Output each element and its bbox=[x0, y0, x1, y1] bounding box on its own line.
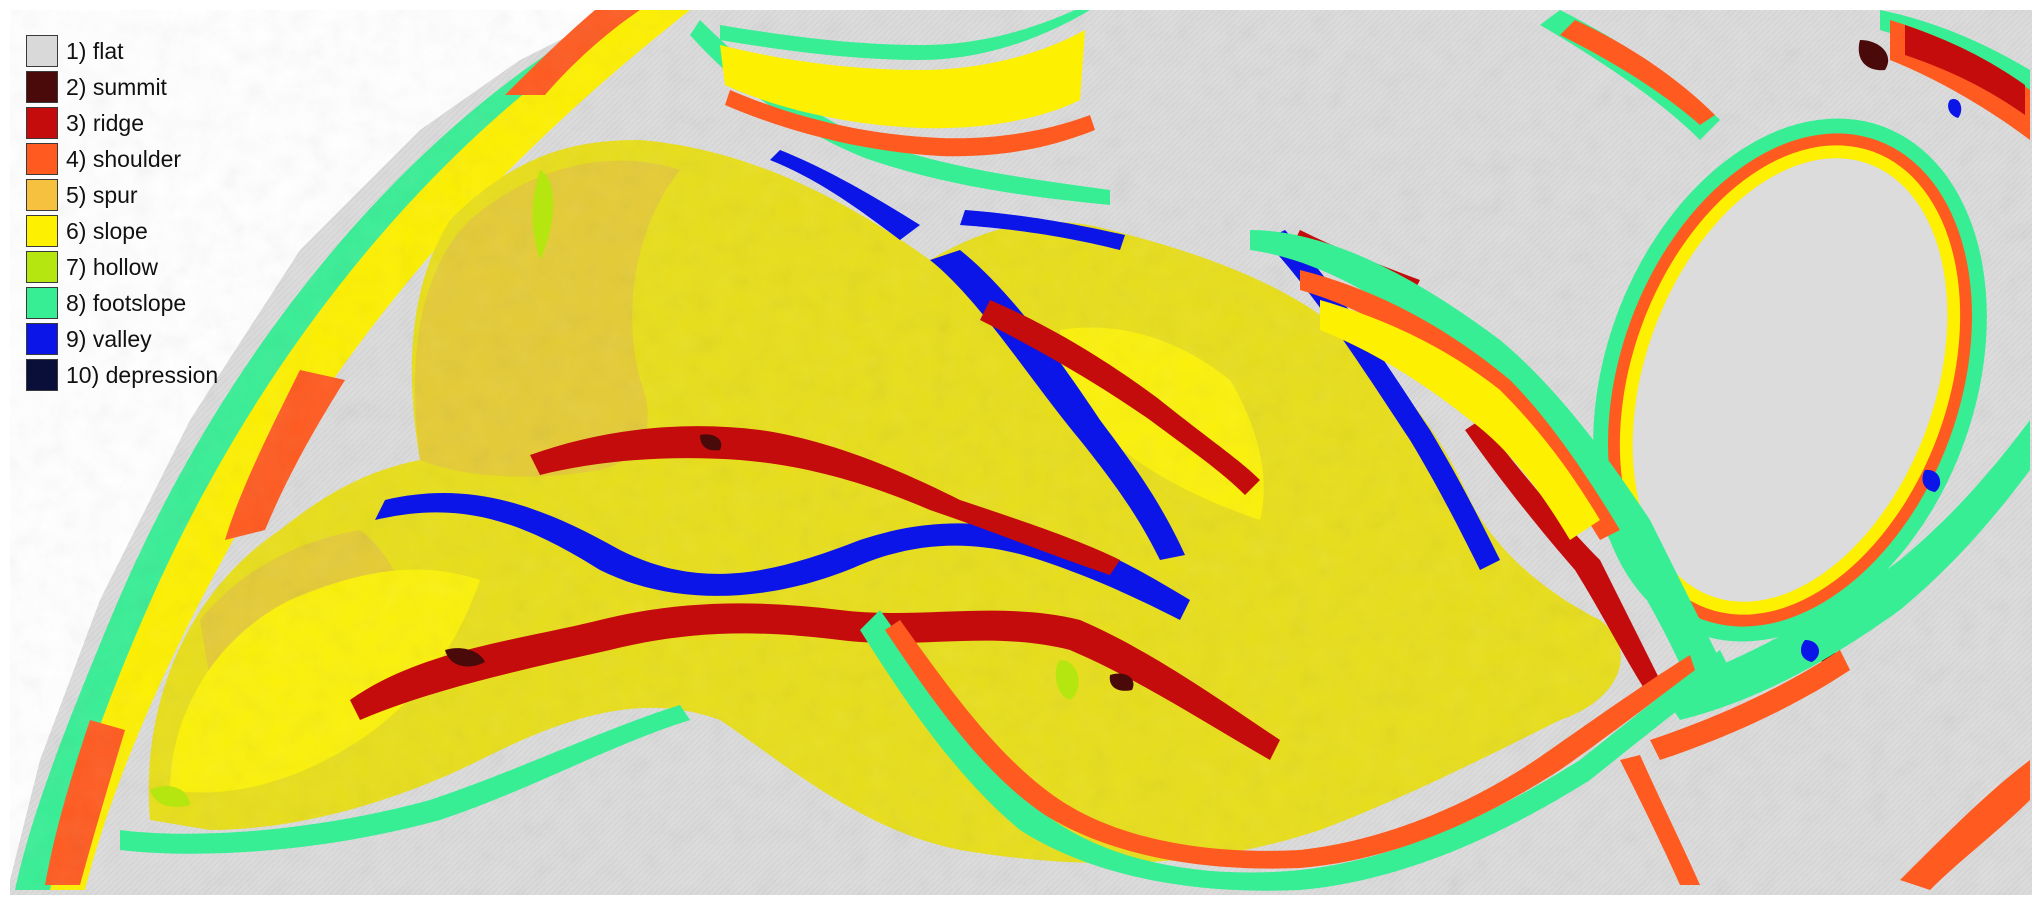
upper-valley bbox=[770, 150, 1500, 570]
legend-label-flat: 1) flat bbox=[66, 37, 124, 64]
legend-label-hollow: 7) hollow bbox=[66, 253, 159, 280]
ridge-lower bbox=[350, 603, 1280, 760]
legend-item-depression: 10) depression bbox=[26, 357, 218, 393]
map-legend: 1) flat 2) summit 3) ridge 4) shoulder 5… bbox=[26, 33, 218, 393]
lower-left-footslope bbox=[120, 705, 690, 854]
legend-swatch-flat bbox=[26, 35, 58, 67]
legend-item-ridge: 3) ridge bbox=[26, 105, 218, 141]
legend-item-footslope: 8) footslope bbox=[26, 285, 218, 321]
top-center-slope bbox=[720, 30, 1085, 129]
legend-item-spur: 5) spur bbox=[26, 177, 218, 213]
legend-swatch-hollow bbox=[26, 251, 58, 283]
legend-label-depression: 10) depression bbox=[66, 361, 219, 388]
right-shoulders bbox=[1300, 270, 2030, 890]
legend-item-summit: 2) summit bbox=[26, 69, 218, 105]
top-center-shoulder bbox=[725, 90, 1095, 157]
legend-label-ridge: 3) ridge bbox=[66, 109, 144, 136]
legend-swatch-summit bbox=[26, 71, 58, 103]
legend-swatch-slope bbox=[26, 215, 58, 247]
legend-label-footslope: 8) footslope bbox=[66, 289, 187, 316]
ridge-upper bbox=[530, 230, 1660, 690]
legend-swatch-ridge bbox=[26, 107, 58, 139]
lower-footslope bbox=[860, 610, 1730, 891]
legend-label-summit: 2) summit bbox=[66, 73, 167, 100]
legend-item-valley: 9) valley bbox=[26, 321, 218, 357]
legend-swatch-shoulder bbox=[26, 143, 58, 175]
legend-item-shoulder: 4) shoulder bbox=[26, 141, 218, 177]
legend-label-spur: 5) spur bbox=[66, 181, 138, 208]
legend-swatch-footslope bbox=[26, 287, 58, 319]
oval-flat bbox=[1632, 158, 1948, 602]
right-slope-fill bbox=[1320, 300, 1600, 540]
top-right-ridge bbox=[1905, 25, 2025, 115]
legend-swatch-depression bbox=[26, 359, 58, 391]
legend-label-slope: 6) slope bbox=[66, 217, 148, 244]
legend-swatch-valley bbox=[26, 323, 58, 355]
legend-label-shoulder: 4) shoulder bbox=[66, 145, 182, 172]
lower-shoulder bbox=[885, 620, 1695, 869]
legend-item-hollow: 7) hollow bbox=[26, 249, 218, 285]
legend-swatch-spur bbox=[26, 179, 58, 211]
legend-label-valley: 9) valley bbox=[66, 325, 152, 352]
legend-item-flat: 1) flat bbox=[26, 33, 218, 69]
legend-item-slope: 6) slope bbox=[26, 213, 218, 249]
